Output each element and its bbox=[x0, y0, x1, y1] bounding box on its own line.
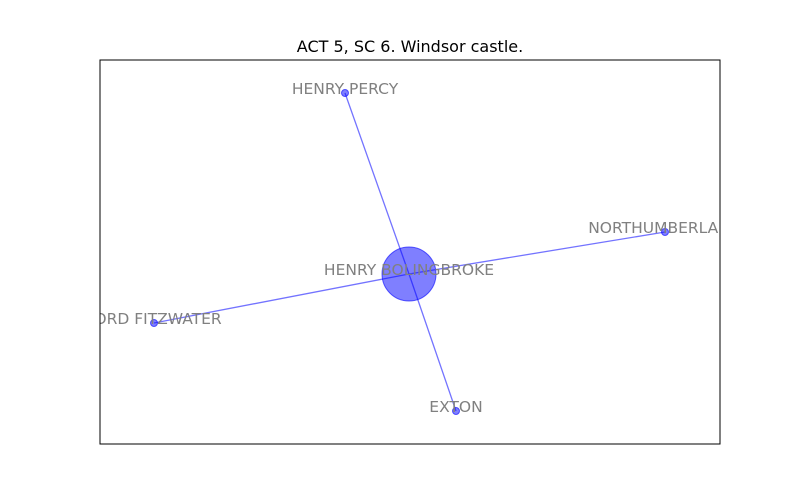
labels-layer: HENRY BOLINGBROKE HENRY PERCY NORTHUMBERLA… bbox=[86, 80, 742, 416]
node-exton bbox=[452, 407, 460, 415]
node-label-exton: EXTON bbox=[429, 398, 482, 416]
edge-henry-bolingbroke-northumberland bbox=[408, 231, 666, 275]
node-label-henry-percy: HENRY PERCY bbox=[292, 80, 399, 98]
node-lord-fitzwater bbox=[150, 319, 158, 327]
node-northumberland bbox=[661, 228, 669, 236]
node-henry-percy bbox=[341, 89, 349, 97]
diagram-title: ACT 5, SC 6. Windsor castle. bbox=[297, 37, 523, 56]
node-label-lord-fitzwater: LORD FITZWATER bbox=[86, 310, 222, 328]
edge-henry-bolingbroke-lord-fitzwater bbox=[153, 273, 410, 324]
node-label-northumberland: NORTHUMBERLAND bbox=[588, 219, 742, 237]
node-label-henry-bolingbroke: HENRY BOLINGBROKE bbox=[324, 261, 494, 279]
nodes-layer bbox=[150, 89, 669, 415]
edge-henry-bolingbroke-henry-percy bbox=[344, 92, 410, 275]
plot-area: HENRY BOLINGBROKE HENRY PERCY NORTHUMBERLA… bbox=[86, 80, 742, 416]
plot-frame bbox=[99, 59, 721, 445]
node-henry-bolingbroke bbox=[381, 246, 437, 302]
